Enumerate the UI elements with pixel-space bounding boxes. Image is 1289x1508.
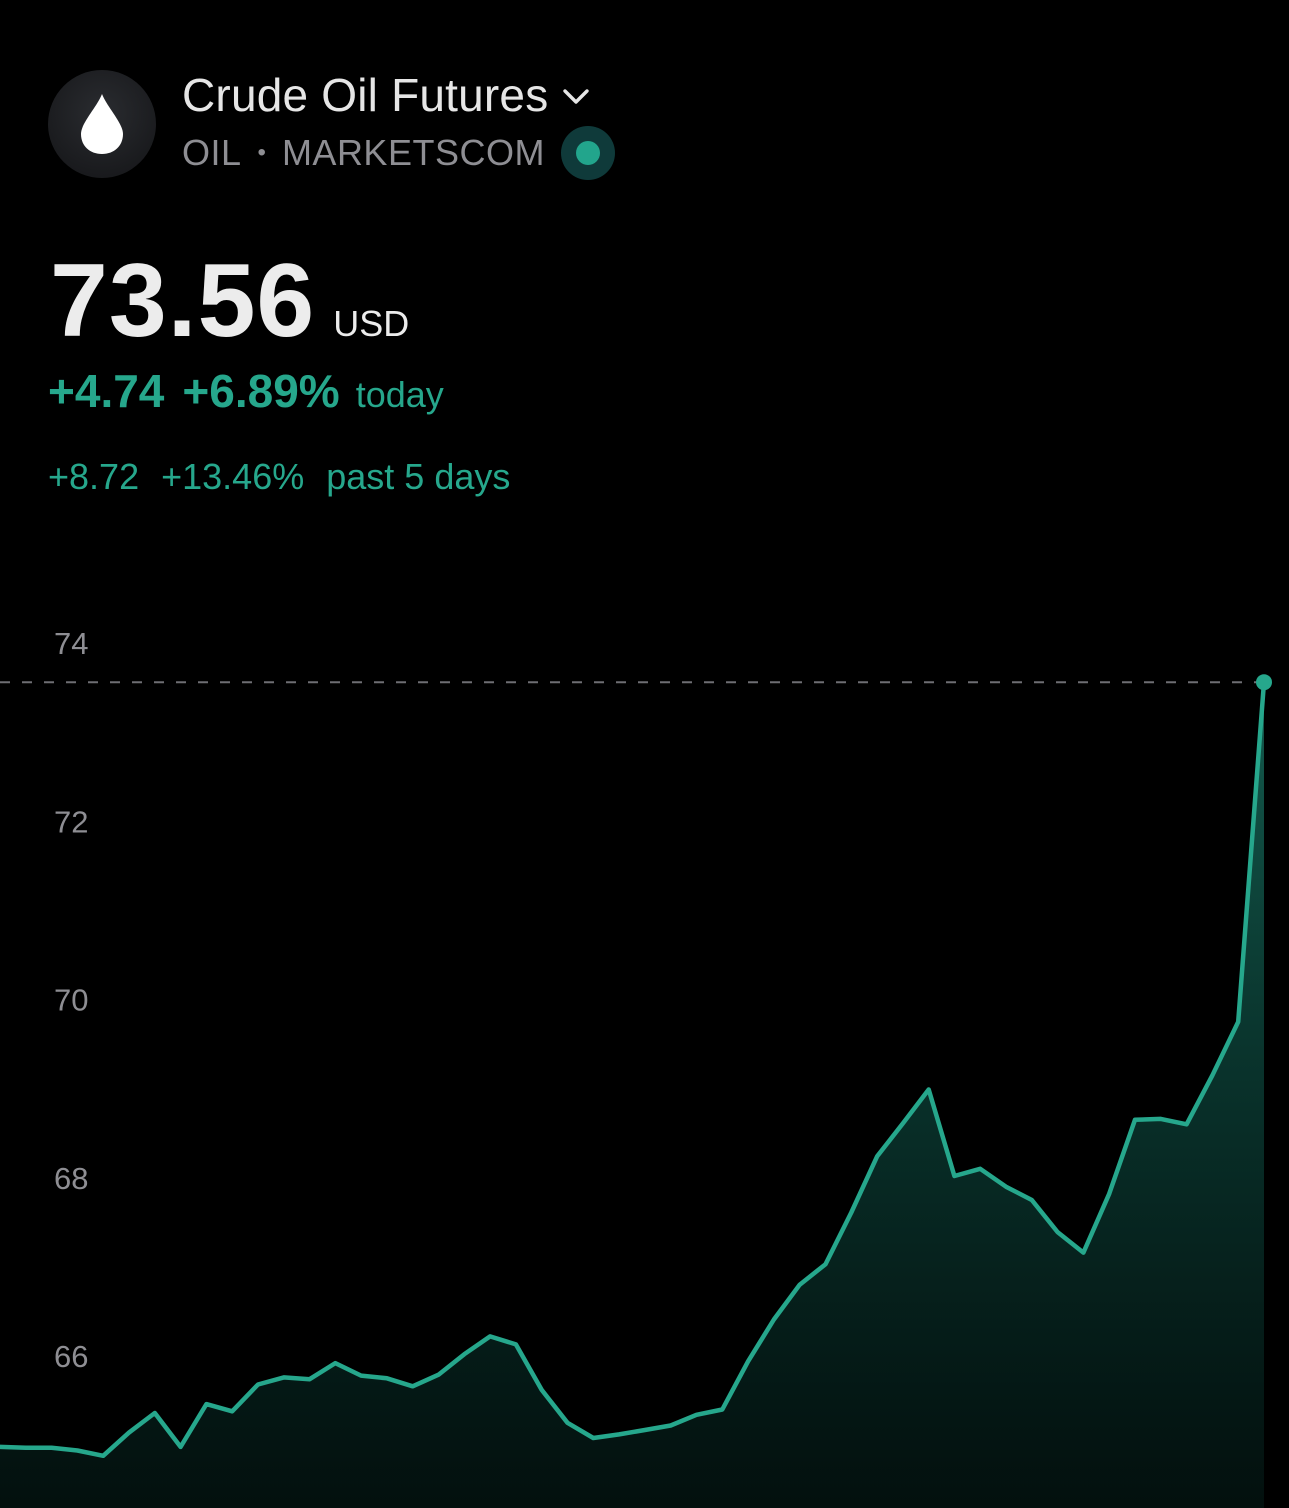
- currency-label: USD: [333, 303, 410, 344]
- symbol-label: OIL: [182, 132, 242, 173]
- today-change-percent: +6.89%: [182, 365, 340, 417]
- five-day-change-value: +8.72: [48, 456, 140, 497]
- instrument-title[interactable]: Crude Oil Futures: [182, 69, 549, 121]
- instrument-header: Crude Oil Futures OIL • MARKETSCOM: [48, 66, 615, 182]
- oil-drop-glyph: [81, 94, 123, 154]
- today-label: today: [355, 374, 444, 415]
- instrument-selector[interactable]: Crude Oil Futures: [182, 66, 615, 124]
- y-tick-label: 66: [54, 1339, 88, 1374]
- last-price-point[interactable]: [1256, 674, 1272, 691]
- instrument-title-block: Crude Oil Futures OIL • MARKETSCOM: [182, 66, 615, 182]
- separator-dot: •: [257, 139, 266, 166]
- five-day-label: past 5 days: [326, 456, 511, 497]
- price-area-fill: [0, 682, 1264, 1508]
- status-dot: [575, 141, 600, 165]
- five-day-change-percent: +13.46%: [161, 456, 305, 497]
- market-open-dot-icon: [560, 126, 615, 180]
- current-price: 73.56: [50, 243, 316, 359]
- price-series-line: [0, 679, 1267, 1459]
- today-change-value: +4.74: [48, 365, 165, 417]
- price-row: 73.56 USD: [50, 242, 409, 361]
- exchange-label: MARKETSCOM: [281, 132, 545, 173]
- oil-drop-icon: [48, 70, 156, 178]
- today-change-row: +4.74 +6.89% today: [48, 364, 444, 418]
- y-axis-ticks: 74 72 70 68 66: [54, 626, 88, 1374]
- instrument-subtitle: OIL • MARKETSCOM: [182, 124, 615, 182]
- five-day-change-row: +8.72 +13.46% past 5 days: [48, 456, 510, 498]
- chevron-down-icon[interactable]: [562, 88, 590, 106]
- y-tick-label: 72: [54, 804, 88, 839]
- y-tick-label: 68: [54, 1161, 88, 1196]
- y-tick-label: 74: [54, 626, 88, 661]
- y-tick-label: 70: [54, 983, 88, 1018]
